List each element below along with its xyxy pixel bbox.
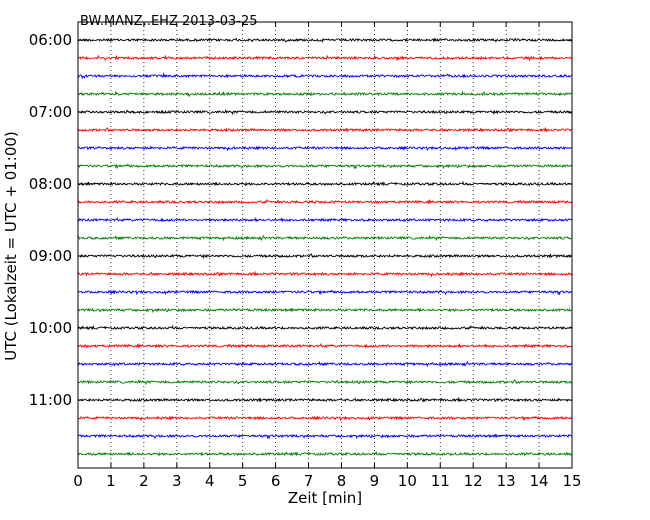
trace-9: [77, 198, 572, 205]
trace-12: [77, 253, 572, 260]
x-axis-title: Zeit [min]: [288, 489, 362, 507]
x-tick-label-7: 7: [304, 472, 314, 490]
seismogram-traces: [77, 37, 572, 457]
trace-7: [77, 163, 572, 170]
x-tick-label-6: 6: [271, 472, 281, 490]
trace-17: [77, 342, 572, 349]
x-tick-label-1: 1: [106, 472, 116, 490]
x-tick-label-14: 14: [530, 472, 549, 490]
y-tick-label-07:00: 07:00: [29, 103, 72, 121]
x-tick-label-0: 0: [73, 472, 83, 490]
y-tick-label-06:00: 06:00: [29, 31, 72, 49]
x-tick-label-11: 11: [431, 472, 450, 490]
plot-frame: [77, 21, 573, 469]
trace-23: [77, 450, 572, 457]
x-tick-label-12: 12: [464, 472, 483, 490]
x-tick-label-15: 15: [562, 472, 581, 490]
y-axis-title: UTC (Lokalzeit = UTC + 01:00): [2, 131, 20, 361]
trace-5: [77, 126, 572, 133]
trace-21: [77, 415, 572, 422]
trace-3: [77, 90, 572, 98]
trace-0: [77, 37, 572, 43]
trace-6: [77, 145, 572, 152]
y-tick-label-09:00: 09:00: [29, 247, 72, 265]
trace-11: [77, 234, 572, 242]
y-tick-label-11:00: 11:00: [29, 391, 72, 409]
x-tick-label-9: 9: [370, 472, 380, 490]
y-tick-label-10:00: 10:00: [29, 319, 72, 337]
x-tick-label-3: 3: [172, 472, 182, 490]
trace-14: [77, 289, 572, 296]
trace-8: [77, 180, 572, 187]
trace-18: [77, 360, 572, 368]
x-tick-label-10: 10: [398, 472, 417, 490]
trace-16: [77, 324, 572, 331]
x-axis: 0 1 2 3 4 5 6 7 8 9 10 11 12 13 14 15: [73, 22, 582, 490]
y-axis: 06:00 07:00 08:00 09:00 10:00 11:00: [29, 31, 572, 409]
x-tick-label-8: 8: [337, 472, 347, 490]
x-tick-label-4: 4: [205, 472, 215, 490]
trace-2: [77, 72, 572, 80]
trace-22: [77, 433, 572, 440]
trace-13: [77, 270, 572, 278]
trace-15: [77, 307, 572, 314]
trace-10: [77, 216, 572, 223]
trace-4: [77, 108, 572, 116]
trace-1: [77, 54, 572, 62]
trace-20: [77, 396, 572, 403]
x-tick-label-13: 13: [497, 472, 516, 490]
y-tick-label-08:00: 08:00: [29, 175, 72, 193]
trace-19: [77, 378, 572, 386]
x-tick-label-2: 2: [139, 472, 149, 490]
x-tick-label-5: 5: [238, 472, 248, 490]
